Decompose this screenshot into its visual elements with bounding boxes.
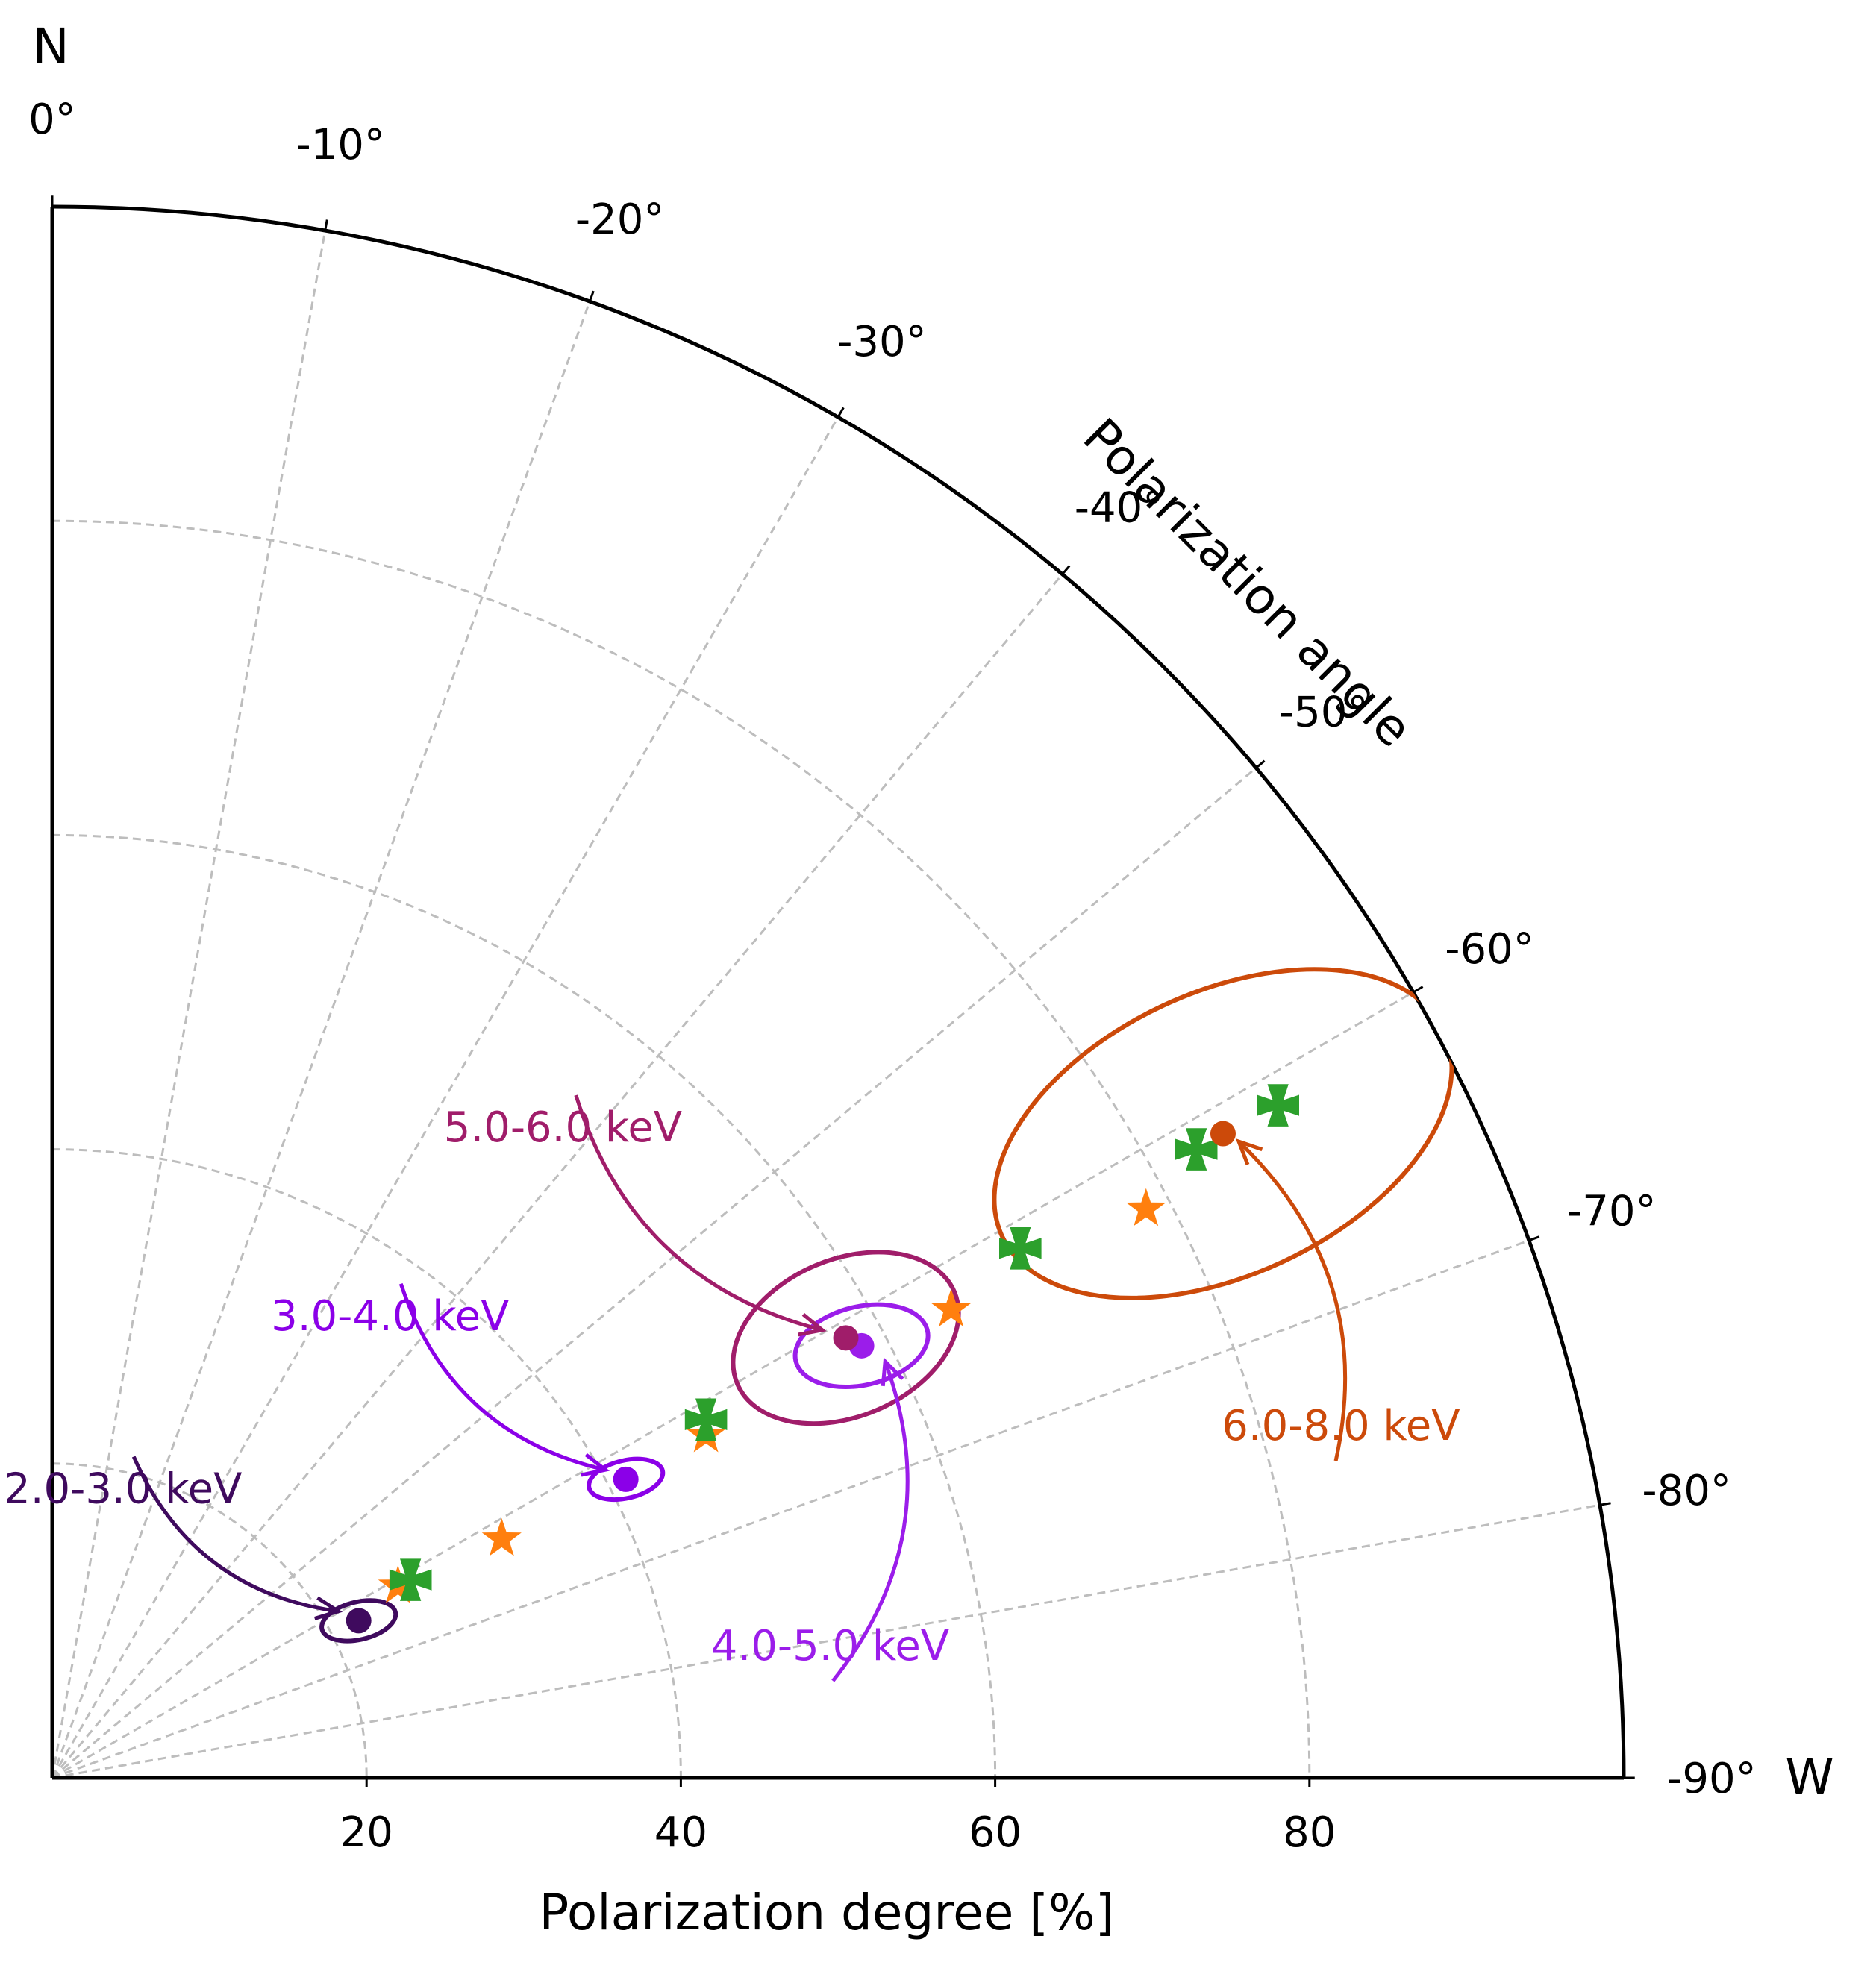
measurement-point (346, 1608, 372, 1634)
measurement-point (613, 1466, 639, 1492)
grid (51, 230, 1601, 1779)
angle-tick-label: -40° (1075, 483, 1163, 532)
annotation-arrow (831, 1361, 910, 1682)
confidence-ellipse (319, 1598, 398, 1644)
annotation-arrowhead (313, 1596, 343, 1620)
model-cross-marker (389, 1558, 432, 1601)
outer-arc (51, 204, 1626, 1779)
energy-band-label: 5.0-6.0 keV (444, 1103, 682, 1152)
annotation-arrow (131, 1456, 339, 1614)
angle-tick-label: -70° (1567, 1187, 1656, 1235)
annotation-arrowhead (581, 1453, 610, 1477)
angle-tick (837, 407, 845, 418)
measurement-point (833, 1325, 859, 1351)
angle-tick-label: -10° (296, 121, 384, 169)
x-axis-title: Polarization degree [%] (539, 1884, 1114, 1941)
angle-gridline (51, 767, 1257, 1779)
model-star-marker (481, 1517, 522, 1556)
radial-gridline (51, 519, 1311, 1779)
energy-band-label: 4.0-5.0 keV (711, 1622, 949, 1670)
annotation-arrow (1237, 1140, 1348, 1461)
angle-gridline (51, 1239, 1530, 1779)
model-cross-marker (999, 1227, 1042, 1270)
angle-gridline (51, 573, 1063, 1779)
confidence-ellipse (731, 1250, 961, 1426)
angle-tick-label: -90° (1667, 1755, 1756, 1803)
model-star-marker (1126, 1188, 1166, 1226)
angle-gridline (51, 230, 327, 1779)
angle-tick (1413, 986, 1424, 994)
plot-frame (50, 204, 1626, 1780)
radial-tick-label: 20 (340, 1808, 393, 1857)
model-cross-marker (1175, 1128, 1218, 1171)
angle-tick (1061, 565, 1071, 575)
confidence-ellipse (587, 1456, 666, 1502)
west-label: W (1785, 1749, 1833, 1806)
radial-tick-label: 80 (1283, 1808, 1336, 1857)
model-cross-marker (1257, 1084, 1299, 1127)
angle-tick-label: -20° (575, 195, 664, 244)
angle-tick (324, 219, 328, 231)
confidence-ellipse (792, 1302, 931, 1390)
angle-tick-label: -60° (1445, 925, 1533, 974)
angle-tick (1255, 759, 1266, 769)
energy-band-label: 2.0-3.0 keV (4, 1464, 242, 1513)
radial-tick-label: 60 (969, 1808, 1022, 1857)
angle-axis-title: Polarization angle (1072, 407, 1423, 758)
angle-tick (1528, 1235, 1540, 1242)
angle-gridline (51, 416, 839, 1779)
radial-gridline (51, 1462, 368, 1779)
radial-gridline (51, 1148, 682, 1779)
measurement-point (1210, 1121, 1236, 1147)
annotation-arrowhead (1235, 1138, 1263, 1165)
energy-band-label: 3.0-4.0 keV (271, 1292, 509, 1341)
angle-gridline (51, 991, 1414, 1779)
radial-gridline (51, 833, 997, 1779)
radial-tick-label: 40 (654, 1808, 707, 1857)
angle-gridline (51, 1503, 1601, 1779)
tick-labels: 20 40 60 80 0° -10° -20° -30° -40° -50° -60° -70° -8… (28, 95, 1756, 1857)
angle-tick (1599, 1502, 1611, 1506)
angle-tick-label: -80° (1642, 1467, 1730, 1515)
north-label: N (32, 18, 69, 75)
annotation-arrowhead (881, 1357, 904, 1387)
angle-tick (588, 290, 595, 302)
angle-gridline (51, 301, 591, 1779)
angle-tick-label: -30° (837, 318, 926, 366)
data-layer (319, 967, 1454, 1644)
annotation-arrowhead (797, 1312, 827, 1337)
annotation-layer: 2.0-3.0 keV 3.0-4.0 keV 4.0-5.0 keV 5.0-6.0… (4, 1094, 1460, 1682)
angle-tick-label: 0° (28, 95, 76, 144)
angle-tick-label: -50° (1279, 688, 1368, 736)
annotation-arrow (574, 1094, 823, 1332)
model-star-marker (931, 1288, 972, 1327)
model-cross-marker (684, 1398, 728, 1441)
annotation-arrow (398, 1282, 606, 1472)
